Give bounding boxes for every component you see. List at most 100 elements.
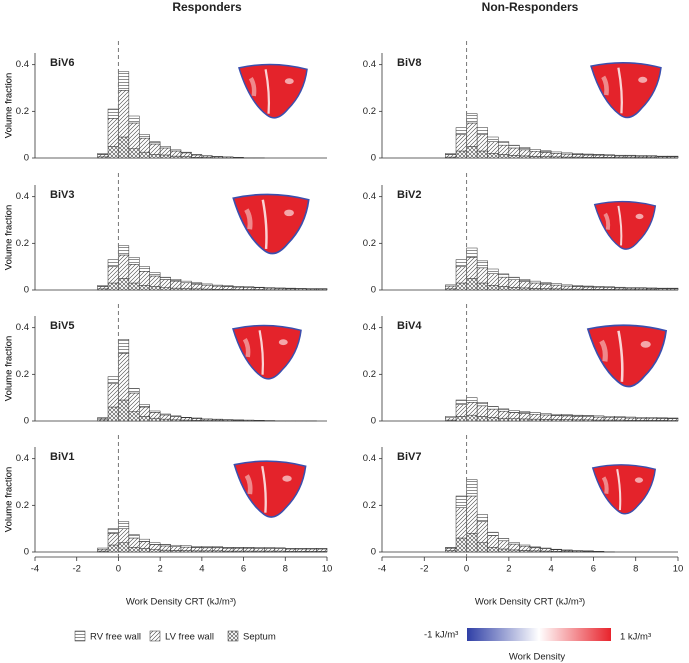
histogram-bar [476,260,488,269]
histogram-bar [170,546,182,551]
histogram-bar [603,154,615,156]
y-axis-label: Volume fraction [4,73,15,138]
histogram-bar [107,406,119,422]
histogram-bar [646,417,658,421]
histogram-bar [529,150,541,157]
histogram-bar [550,413,562,416]
histogram-bar [540,547,552,549]
histogram-bar [593,416,605,421]
x-tick-label: -4 [31,564,39,575]
colorbar-max-label: 1 kJ/m³ [620,632,651,643]
histogram-bar [614,154,626,157]
histogram-bar [149,412,161,419]
legend-swatch [227,630,239,642]
histogram-bar [508,549,520,553]
y-tick-label: 0.4 [16,322,29,333]
histogram-bar [582,416,594,421]
histogram-bar [466,479,478,497]
histogram-bar [128,537,140,548]
histogram-bar [232,548,244,552]
x-axis-label: Work Density CRT (kJ/m³) [126,597,236,608]
y-tick-label: 0 [371,153,376,164]
x-tick-label: 2 [157,564,162,575]
histogram-bar [149,275,161,287]
histogram-bar [159,146,171,149]
histogram-bar [519,418,531,422]
legend-label: LV free wall [165,632,214,643]
histogram-bar [170,415,182,417]
legend-swatch [149,630,161,642]
histogram-bar [97,548,109,552]
histogram-bar [128,264,140,284]
histogram-bar [466,247,478,258]
histogram-bar [476,134,488,152]
histogram-bar [191,283,203,290]
histogram-bar [201,284,213,290]
histogram-bar [107,383,119,408]
histogram-bar [222,547,234,549]
histogram-bar [550,283,562,286]
histogram-bar [139,285,150,291]
y-axis-label: Volume fraction [4,205,15,270]
histogram-bar [508,276,520,280]
x-tick-label: -2 [420,564,428,575]
histogram-bar [274,547,286,549]
histogram-bar [455,416,467,422]
histogram-bar [519,279,531,282]
histogram-bar [487,531,499,536]
histogram-bar [498,538,510,542]
histogram-bar [191,418,203,421]
histogram-bar [243,286,255,288]
y-tick-label: 0.4 [16,59,29,70]
histogram-bar [201,283,213,286]
histogram-bar [508,279,520,288]
legend-label: Septum [243,632,276,643]
histogram-bar [550,284,562,290]
panel-title: BiV6 [50,57,74,69]
histogram-bar [118,399,130,422]
y-tick-label: 0.2 [16,369,29,380]
histogram-bar [498,408,510,412]
histogram-bar [128,547,140,553]
histogram-bar [529,547,541,552]
histogram-bar [508,287,520,291]
histogram-bar [466,533,478,553]
histogram-bar [180,151,192,154]
histogram-bar [118,528,130,543]
histogram-bar [455,507,467,539]
histogram-bar [593,286,605,288]
histogram-bar [118,542,130,553]
y-axis-label: Volume fraction [4,467,15,532]
legend-swatch [74,630,86,642]
histogram-bar [561,284,573,287]
histogram-bar [118,339,130,354]
x-tick-label: 8 [283,564,288,575]
panel-title: BiV4 [397,320,422,332]
histogram-bar [498,417,510,422]
histogram-bar [107,146,119,159]
histogram-bar [191,547,203,552]
histogram-bar [191,154,203,158]
histogram-bar [149,286,161,291]
y-axis-label: Volume fraction [4,336,15,401]
histogram-bar [455,259,467,267]
histogram-bar [180,280,192,284]
histogram-bar [593,154,605,156]
histogram-bar [455,495,467,508]
histogram-bar [508,155,520,159]
histogram-bar [118,521,130,529]
histogram-bar [561,415,573,420]
histogram-bar [107,376,119,384]
histogram-bar [274,548,286,552]
histogram-bar [253,287,265,290]
histogram-bar [128,534,140,539]
histogram-bar [264,547,276,549]
y-tick-label: 0 [24,285,29,296]
histogram-bar [170,280,182,289]
histogram-bar [232,547,244,549]
histogram-bar [540,413,552,416]
x-tick-label: 0 [116,564,121,575]
histogram-bar [118,278,130,291]
